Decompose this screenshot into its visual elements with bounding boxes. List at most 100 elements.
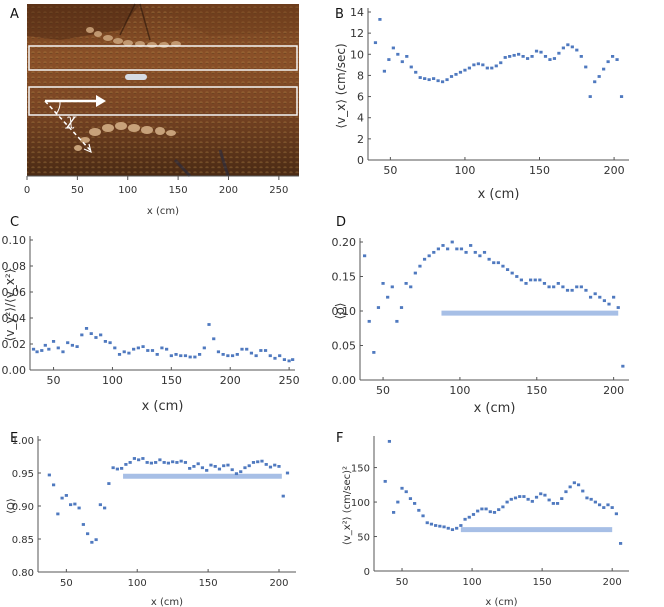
panel-label-c: C [10, 215, 19, 230]
data-point [113, 346, 117, 350]
y-tick-label: 12 [350, 27, 364, 40]
y-tick-label: 0.90 [12, 502, 34, 513]
data-point [593, 292, 597, 296]
data-point [463, 68, 467, 72]
data-point [222, 464, 226, 468]
data-point [432, 77, 436, 80]
data-point [560, 497, 564, 501]
data-point [621, 364, 625, 368]
data-point [565, 288, 570, 292]
data-point [77, 506, 81, 510]
panel-label-d: D [336, 215, 346, 230]
data-point [128, 461, 132, 464]
data-point [524, 282, 528, 285]
x-tick-label: 50 [396, 577, 409, 588]
data-point [552, 57, 557, 60]
y-tick-label: 0.10 [332, 305, 357, 318]
data-point [533, 278, 537, 282]
data-point [162, 461, 166, 464]
data-point [473, 250, 477, 254]
data-point [273, 463, 277, 467]
data-point [548, 58, 552, 61]
y-tick-label: 0.06 [2, 286, 27, 299]
data-point [427, 78, 431, 82]
y-tick-label: 0.00 [2, 364, 27, 377]
data-point [61, 350, 65, 354]
y-tick-label: 0.85 [12, 535, 34, 546]
data-point [192, 465, 196, 468]
data-point [73, 502, 77, 506]
data-point [240, 347, 244, 351]
data-point [150, 349, 155, 352]
data-point [149, 461, 154, 465]
data-point [137, 458, 141, 462]
data-point [566, 43, 570, 47]
data-point [445, 78, 449, 82]
data-point [60, 496, 64, 500]
panel-label-b: B [335, 7, 344, 22]
data-point [471, 513, 476, 516]
data-point [522, 495, 526, 498]
data-point [450, 528, 455, 532]
data-point [179, 459, 183, 463]
data-point [530, 55, 534, 58]
data-point [396, 52, 400, 56]
data-point [404, 282, 408, 285]
data-point [602, 67, 606, 71]
data-point [141, 457, 145, 460]
data-point [526, 497, 530, 501]
data-point [467, 515, 471, 519]
data-point [552, 285, 556, 289]
data-point [436, 247, 440, 251]
data-point [47, 347, 51, 351]
data-point [120, 466, 124, 470]
data-point [383, 479, 387, 483]
panel-a-xtick-label: 200 [219, 185, 238, 196]
x-tick-label: 100 [454, 164, 475, 177]
data-point [213, 465, 217, 468]
data-point [234, 472, 239, 476]
y-tick-label: 0.10 [2, 234, 27, 247]
data-point [450, 240, 454, 244]
data-point [517, 52, 521, 56]
data-point [518, 495, 522, 498]
data-point [183, 461, 188, 464]
panel-a-photo: χ [27, 3, 299, 178]
y-tick-label: 0.02 [2, 338, 27, 351]
dashed-arrow-head-icon [83, 143, 92, 154]
data-point [417, 508, 421, 512]
data-point [492, 261, 496, 265]
data-point [561, 46, 565, 50]
x-tick-label: 150 [199, 578, 218, 589]
data-point [564, 490, 568, 494]
data-point [476, 62, 480, 66]
data-point [588, 95, 592, 98]
y-tick-label: 14 [350, 6, 364, 19]
data-point [616, 306, 620, 309]
data-point [404, 490, 408, 494]
data-point [556, 282, 560, 285]
data-point [585, 496, 589, 500]
data-point [75, 345, 79, 348]
x-tick-label: 50 [383, 164, 397, 177]
data-point [472, 63, 476, 67]
data-point [363, 254, 367, 258]
data-point [132, 347, 136, 351]
y-tick-label: 0.20 [332, 236, 357, 249]
chart-b-mean-velocity: 0 2 4 6 8 10 12 14 50 100 150 200 x (cm) ⟨v_x⟩ (cm/se… [334, 6, 629, 202]
data-point [584, 288, 588, 292]
measuring-cylinder [125, 74, 147, 80]
data-point [459, 247, 464, 251]
chart-c-velocity-ratio: 0.00 0.02 0.04 0.06 0.08 0.10 50 100 150 200 250 x … [2, 234, 300, 414]
data-point [391, 46, 395, 50]
data-point [505, 500, 509, 504]
data-point [216, 350, 221, 354]
y-tick-label: 150 [351, 464, 370, 475]
data-point [376, 306, 381, 309]
data-point [414, 70, 418, 74]
x-tick-label: 50 [60, 578, 73, 589]
data-point [509, 497, 513, 501]
data-point [64, 494, 68, 497]
data-point [579, 285, 583, 289]
